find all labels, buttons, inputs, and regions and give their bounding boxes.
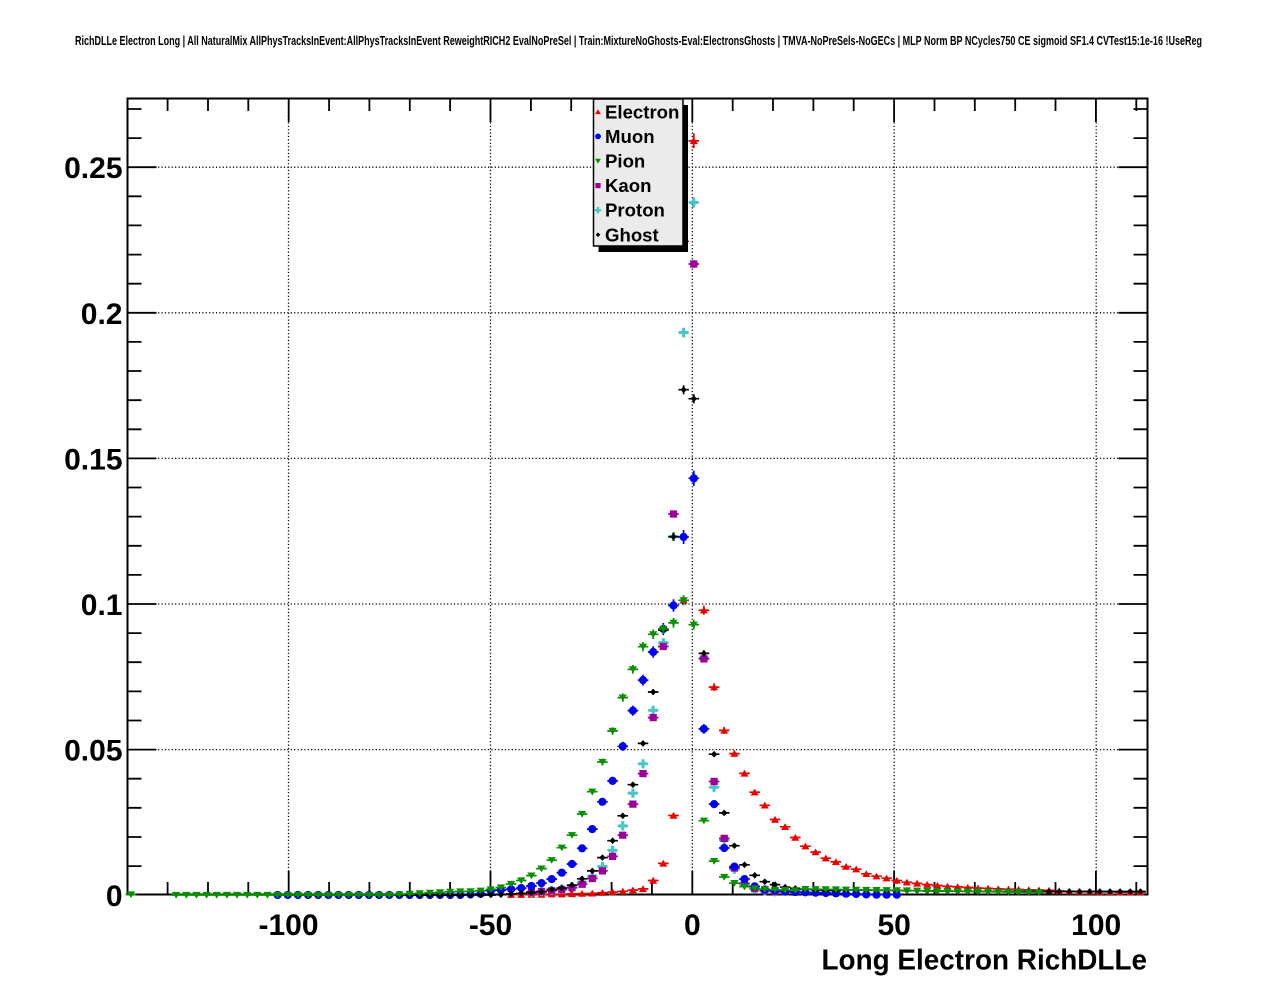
svg-text:-100: -100 (258, 909, 318, 942)
svg-text:Proton: Proton (605, 200, 665, 221)
svg-text:0.2: 0.2 (81, 298, 123, 331)
svg-text:Kaon: Kaon (605, 175, 651, 196)
svg-text:100: 100 (1071, 909, 1121, 942)
svg-text:Long Electron RichDLLe: Long Electron RichDLLe (822, 945, 1148, 977)
svg-text:0: 0 (106, 880, 123, 913)
svg-text:0.15: 0.15 (64, 443, 122, 476)
svg-text:Electron: Electron (605, 101, 679, 122)
svg-text:RichDLLe Electron Long | All N: RichDLLe Electron Long | All NaturalMix … (75, 33, 1202, 48)
svg-text:-50: -50 (469, 909, 512, 942)
svg-text:Muon: Muon (605, 126, 655, 147)
svg-text:0: 0 (684, 909, 701, 942)
svg-text:Ghost: Ghost (605, 224, 659, 245)
svg-text:50: 50 (878, 909, 911, 942)
svg-text:Pion: Pion (605, 151, 645, 172)
svg-text:0.05: 0.05 (64, 735, 122, 768)
svg-text:0.25: 0.25 (64, 152, 122, 185)
svg-text:0.1: 0.1 (81, 589, 123, 622)
